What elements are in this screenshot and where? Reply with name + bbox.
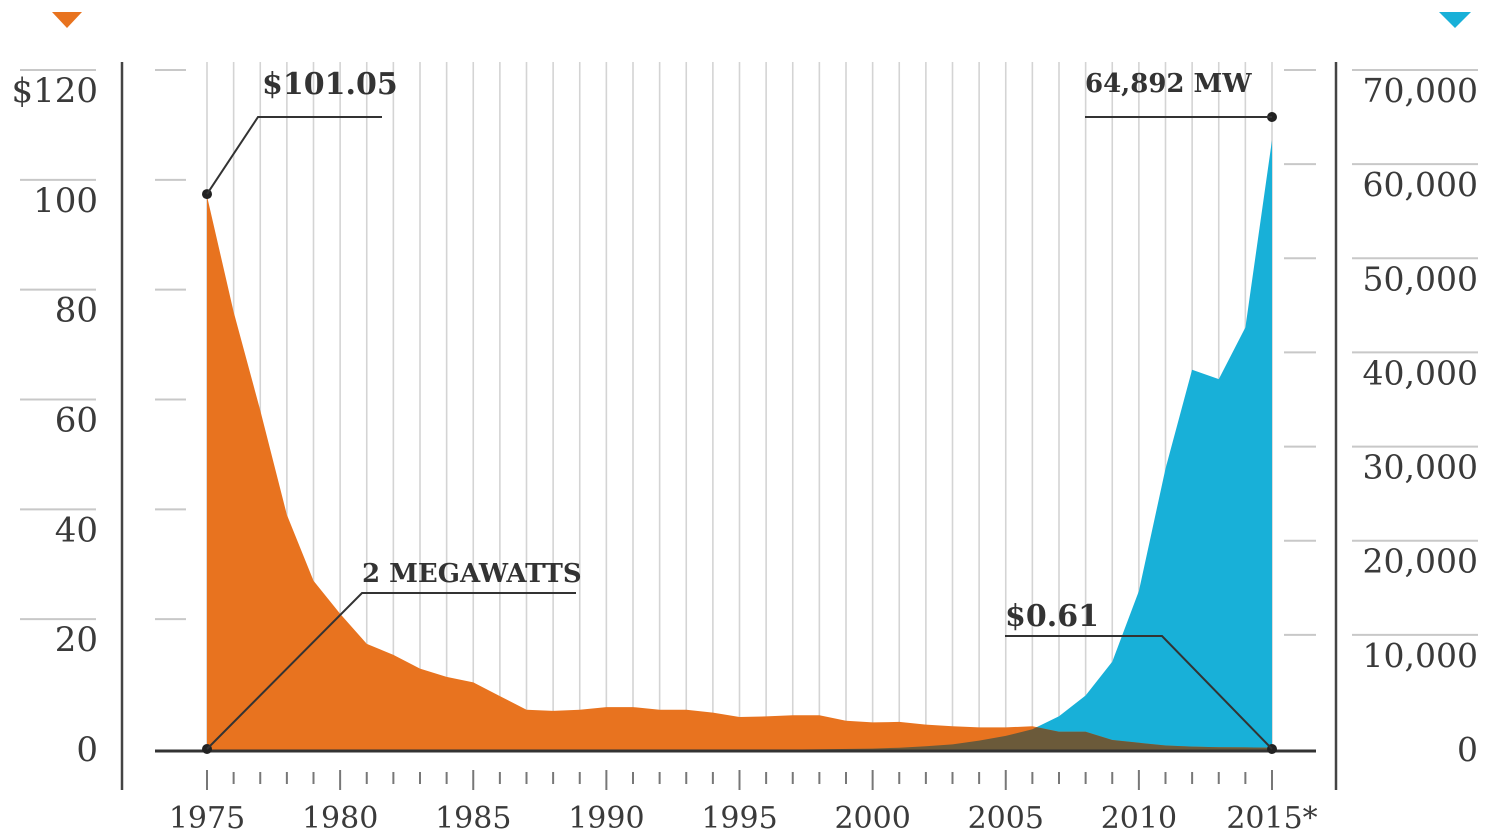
x-axis-tick-label: 2000 <box>834 801 910 835</box>
right-axis-tick-label: 70,000 <box>1363 71 1478 110</box>
x-axis-tick-label: 1985 <box>435 801 511 835</box>
left-axis-tick-label: $120 <box>11 71 98 111</box>
axes <box>120 62 1338 790</box>
capacity-area <box>207 140 1272 752</box>
left-axis-tick-label: 40 <box>55 510 98 550</box>
plot-areas <box>207 140 1272 752</box>
right-axis-tick-label: 30,000 <box>1363 448 1478 487</box>
annotation-capacity-end: 64,892 MW <box>1085 69 1252 99</box>
annotations: $101.05 2 MEGAWATTS $0.61 64,892 MW <box>202 67 1277 754</box>
right-axis-tick-label: 20,000 <box>1363 542 1478 581</box>
left-axis-tick-label: 20 <box>55 620 98 660</box>
x-axis-tick-label: 1995 <box>701 801 777 835</box>
x-axis-tick-label: 1990 <box>568 801 644 835</box>
right-axis-tick-label: 10,000 <box>1363 636 1478 675</box>
annotation-price-start: $101.05 <box>262 67 398 102</box>
left-axis-tick-label: 100 <box>33 181 98 221</box>
annotation-leader <box>206 592 576 750</box>
tick-labels: 0 20 40 60 80 100 $120 0 10,000 20,000 30,000 40,00… <box>11 71 1478 835</box>
right-axis-tick-label: 0 <box>1457 730 1478 769</box>
x-axis-tick-label: 2010 <box>1101 801 1177 835</box>
annotation-leader <box>1005 635 1273 750</box>
right-axis-tick-label: 40,000 <box>1363 353 1478 392</box>
horizontal-gridlines <box>20 69 1478 636</box>
capacity-legend-marker-icon <box>1439 12 1471 28</box>
right-axis-tick-label: 50,000 <box>1363 259 1478 298</box>
left-axis-tick-label: 80 <box>55 291 98 331</box>
annotation-leader <box>206 116 382 195</box>
price-area <box>207 196 1272 752</box>
annotation-price-end: $0.61 <box>1005 599 1099 634</box>
left-axis-tick-label: 60 <box>55 401 98 441</box>
price-legend-marker-icon <box>52 12 82 28</box>
left-axis-tick-label: 0 <box>76 730 98 770</box>
annotation-capacity-start: 2 MEGAWATTS <box>362 559 582 589</box>
x-axis-tick-label: 2005 <box>968 801 1044 835</box>
x-axis-tick-label: 2015* <box>1226 801 1317 835</box>
x-axis-tick-label: 1975 <box>169 801 245 835</box>
x-axis-tick-label: 1980 <box>302 801 378 835</box>
right-axis-tick-label: 60,000 <box>1363 165 1478 204</box>
